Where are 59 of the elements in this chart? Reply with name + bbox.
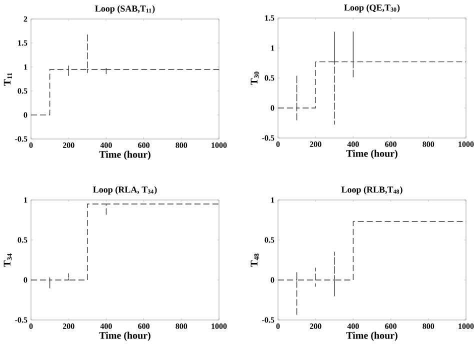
x-tick-label: 800 — [176, 142, 188, 148]
x-axis-title: Time (hour) — [346, 150, 398, 159]
x-tick-label: 600 — [138, 324, 150, 329]
y-axis-title: T$_{11}$ — [4, 72, 12, 86]
line-series — [31, 33, 219, 116]
x-tick-label: 600 — [138, 142, 150, 148]
x-tick-label: 1000 — [458, 142, 474, 147]
y-tick-label: 1 — [271, 197, 274, 203]
x-tick-label: 1000 — [212, 324, 227, 329]
x-tick-label: 400 — [347, 142, 359, 147]
chart-title: Loop (RLB,T$_{48}$) — [341, 186, 402, 194]
x-axis-title: Time (hour) — [99, 150, 150, 160]
y-tick-label: 0.5 — [18, 237, 28, 243]
y-tick-label: -0.5 — [15, 136, 28, 142]
chart-title: Loop (QE,T$_{30}$) — [344, 4, 400, 12]
x-tick-label: 400 — [100, 142, 112, 148]
x-tick-label: 200 — [62, 142, 74, 148]
y-tick-label: 0 — [270, 277, 274, 283]
y-axis-title: T$_{34}$ — [4, 254, 12, 267]
y-tick-label: 1.5 — [18, 40, 28, 46]
x-tick-label: 800 — [176, 324, 188, 329]
line-series — [31, 204, 219, 288]
line-series — [278, 221, 466, 316]
x-tick-label: 200 — [310, 142, 322, 147]
x-axis-title: Time (hour) — [346, 332, 398, 341]
line-series — [278, 31, 466, 125]
y-tick-label: 0.5 — [264, 237, 274, 243]
y-tick-label: 1 — [24, 197, 28, 203]
y-tick-label: 1.5 — [265, 15, 274, 21]
x-tick-label: 0 — [29, 324, 33, 329]
x-axis-title: Time (hour) — [99, 332, 150, 341]
x-tick-label: 0 — [276, 324, 280, 329]
y-tick-label: -0.5 — [262, 317, 274, 323]
y-tick-label: -0.5 — [262, 135, 274, 141]
x-tick-label: 1000 — [458, 324, 474, 329]
x-tick-label: 1000 — [212, 142, 227, 148]
y-tick-label: 2 — [24, 16, 28, 22]
x-tick-label: 400 — [100, 324, 112, 329]
y-tick-label: 0 — [270, 105, 274, 111]
x-tick-label: 400 — [347, 324, 359, 329]
y-tick-label: 1 — [271, 45, 274, 51]
y-axis-title: T$_{48}$ — [250, 254, 259, 267]
y-tick-label: 0 — [24, 112, 28, 118]
x-tick-label: 0 — [276, 142, 280, 147]
y-tick-label: 0.5 — [264, 75, 274, 81]
y-tick-label: 1 — [24, 64, 28, 70]
y-axis-title: T$_{30}$ — [250, 72, 259, 85]
x-tick-label: 200 — [62, 324, 74, 329]
chart-title: Loop (SAB,T$_{11}$) — [95, 5, 155, 14]
x-tick-label: 600 — [385, 324, 396, 329]
chart-title: Loop (RLA, T$_{34}$) — [93, 186, 157, 194]
x-tick-label: 0 — [29, 142, 33, 148]
y-tick-label: 0.5 — [18, 88, 28, 94]
x-tick-label: 800 — [422, 142, 434, 147]
x-tick-label: 200 — [310, 324, 322, 329]
y-tick-label: 0 — [24, 277, 28, 283]
x-tick-label: 800 — [422, 324, 434, 329]
y-tick-label: -0.5 — [15, 317, 28, 323]
x-tick-label: 600 — [385, 142, 396, 147]
